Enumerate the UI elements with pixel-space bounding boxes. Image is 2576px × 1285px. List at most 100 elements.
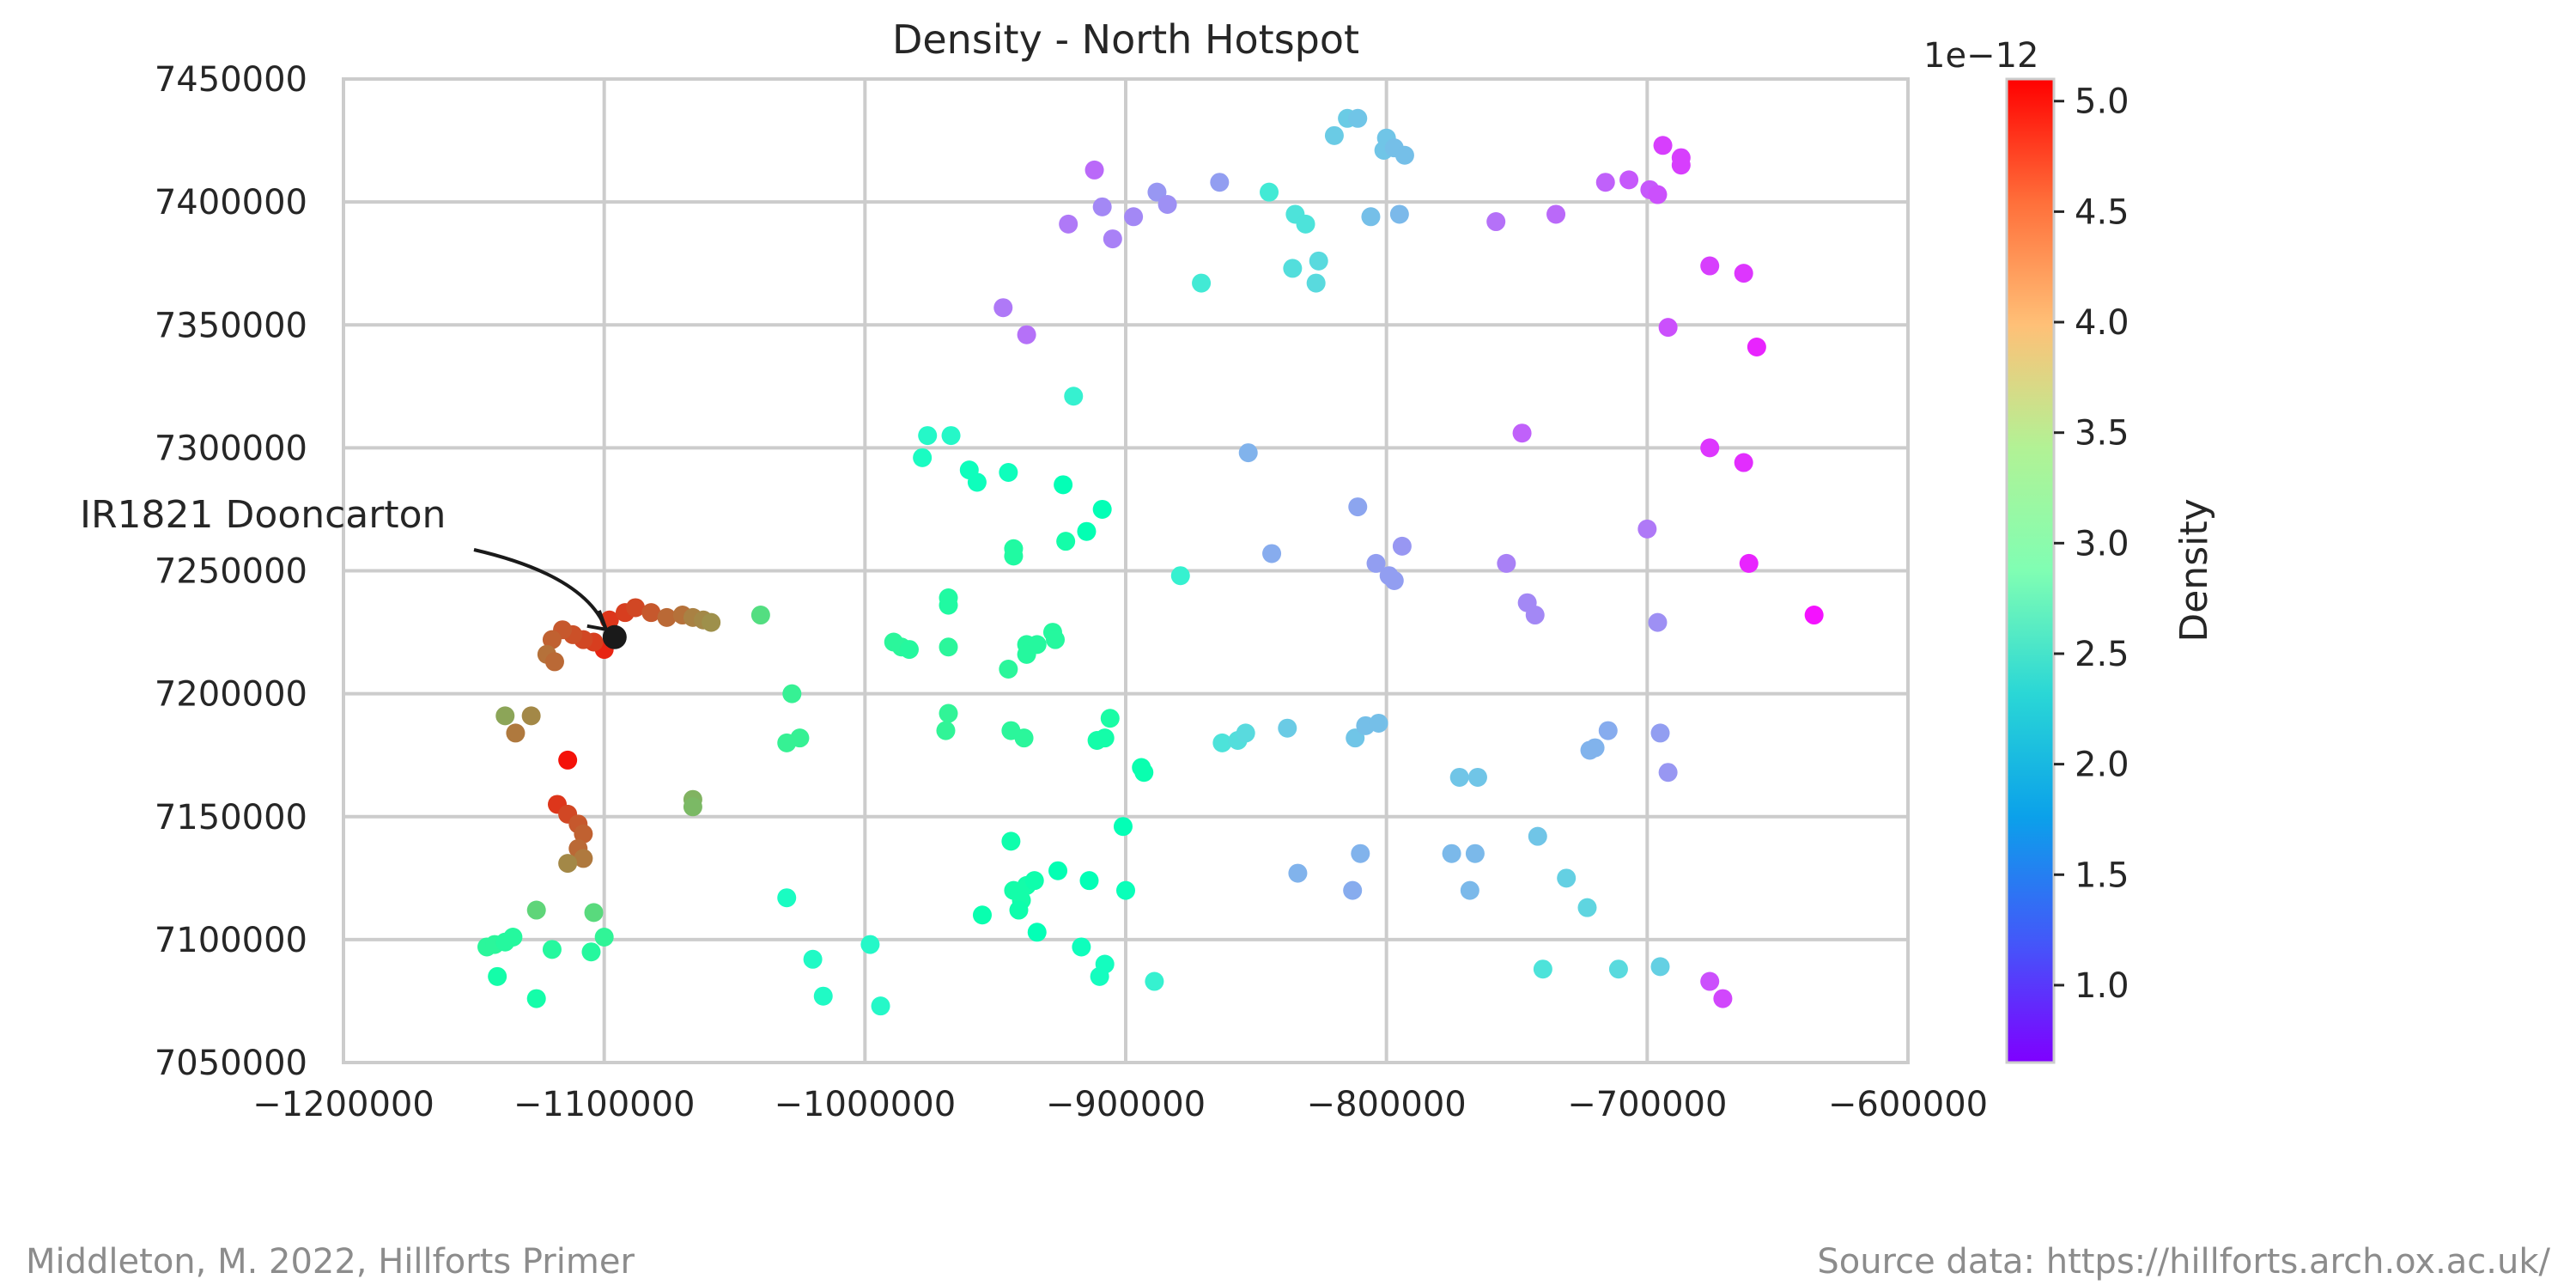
data-point [913, 448, 933, 467]
data-point [1619, 170, 1639, 190]
data-point [1017, 325, 1036, 344]
data-point [574, 824, 593, 843]
data-point [1394, 145, 1414, 165]
annotated-point [602, 624, 627, 649]
colorbar-tick-label: 4.0 [2075, 303, 2129, 343]
data-point [1528, 826, 1547, 846]
data-points [477, 108, 1824, 1016]
data-point [1598, 721, 1618, 740]
data-point [993, 298, 1013, 318]
y-tick-label: 7250000 [155, 552, 307, 592]
data-point [1361, 207, 1381, 227]
annotation: IR1821 Dooncarton [80, 493, 627, 649]
colorbar-tick-label: 2.0 [2075, 746, 2129, 785]
data-point [1700, 438, 1720, 458]
data-point [871, 996, 890, 1016]
data-point [1009, 900, 1029, 920]
data-point [1064, 387, 1084, 406]
y-tick-label: 7300000 [155, 429, 307, 468]
data-point [1077, 521, 1097, 541]
data-point [1134, 763, 1154, 783]
data-point [1084, 160, 1104, 180]
data-point [1512, 423, 1532, 443]
data-point [1309, 251, 1328, 271]
data-point [1024, 871, 1044, 891]
data-point [939, 637, 958, 657]
data-point [1739, 553, 1759, 573]
data-point [860, 935, 880, 954]
data-point [1585, 738, 1605, 758]
y-tick-label: 7150000 [155, 798, 307, 837]
data-point [1465, 843, 1485, 863]
data-point [777, 888, 797, 908]
author-credit: Middleton, M. 2022, Hillforts Primer [26, 1242, 635, 1282]
data-point [702, 612, 721, 632]
colorbar-tick-label: 1.0 [2075, 966, 2129, 1006]
data-point [1147, 182, 1167, 202]
data-point [503, 928, 523, 947]
data-point [1734, 453, 1753, 472]
data-point [1700, 971, 1720, 991]
data-point [584, 903, 604, 923]
data-point [999, 463, 1018, 482]
data-point [1100, 709, 1120, 728]
data-point [999, 660, 1018, 679]
x-tick-label: −800000 [1307, 1085, 1467, 1124]
data-point [1343, 880, 1363, 900]
data-point [1017, 644, 1036, 664]
data-point [1095, 728, 1115, 748]
data-point [1648, 185, 1668, 204]
y-axis-ticks: 7050000 7100000 7150000 7200000 7250000 73000… [155, 60, 307, 1083]
colorbar: 1.0 1.5 2.0 2.5 3.0 3.5 4.0 4.5 5.0 1e−12 Densit… [1923, 36, 2216, 1064]
colorbar-tick-label: 4.5 [2075, 192, 2129, 232]
data-point [1671, 155, 1691, 175]
data-point [558, 750, 578, 770]
data-point [626, 598, 646, 618]
data-point [558, 854, 578, 874]
data-point [506, 723, 526, 743]
colorbar-offset-text: 1e−12 [1923, 36, 2038, 76]
data-point [899, 640, 919, 660]
data-point [1384, 570, 1404, 590]
data-point [1650, 957, 1670, 977]
data-point [939, 703, 958, 723]
y-tick-label: 7100000 [155, 921, 307, 960]
data-point [1210, 173, 1230, 192]
data-point [1734, 264, 1753, 283]
data-point [1113, 817, 1133, 837]
data-point [1467, 767, 1487, 787]
x-tick-label: −1200000 [252, 1085, 434, 1124]
data-point [1001, 831, 1021, 851]
data-point [1392, 536, 1412, 556]
data-point [1546, 204, 1566, 224]
data-point [1072, 937, 1091, 957]
data-point [1517, 593, 1537, 612]
x-tick-label: −900000 [1046, 1085, 1206, 1124]
data-point [1460, 880, 1479, 900]
x-axis-ticks: −1200000 −1100000 −1000000 −900000 −800000 −7… [252, 1085, 1988, 1124]
data-point [1449, 767, 1469, 787]
data-point [918, 426, 938, 446]
data-point [1103, 229, 1122, 249]
y-tick-label: 7200000 [155, 675, 307, 715]
annotation-label: IR1821 Dooncarton [80, 493, 446, 537]
chart-title: Density - North Hotspot [892, 16, 1359, 63]
data-point [1238, 443, 1258, 463]
data-point [1637, 519, 1657, 539]
data-point [1090, 966, 1109, 986]
data-point [1004, 546, 1024, 566]
data-point [544, 652, 564, 672]
data-point [526, 989, 546, 1008]
data-point [782, 684, 802, 703]
data-point [1170, 566, 1190, 586]
data-point [521, 706, 541, 726]
data-point [1014, 728, 1034, 748]
x-tick-label: −700000 [1567, 1085, 1727, 1124]
data-point [574, 849, 593, 868]
data-point [1648, 612, 1668, 632]
data-point [1192, 273, 1212, 293]
data-point [581, 942, 601, 962]
data-point [526, 900, 546, 920]
data-point [790, 728, 810, 748]
data-point [1497, 553, 1516, 573]
